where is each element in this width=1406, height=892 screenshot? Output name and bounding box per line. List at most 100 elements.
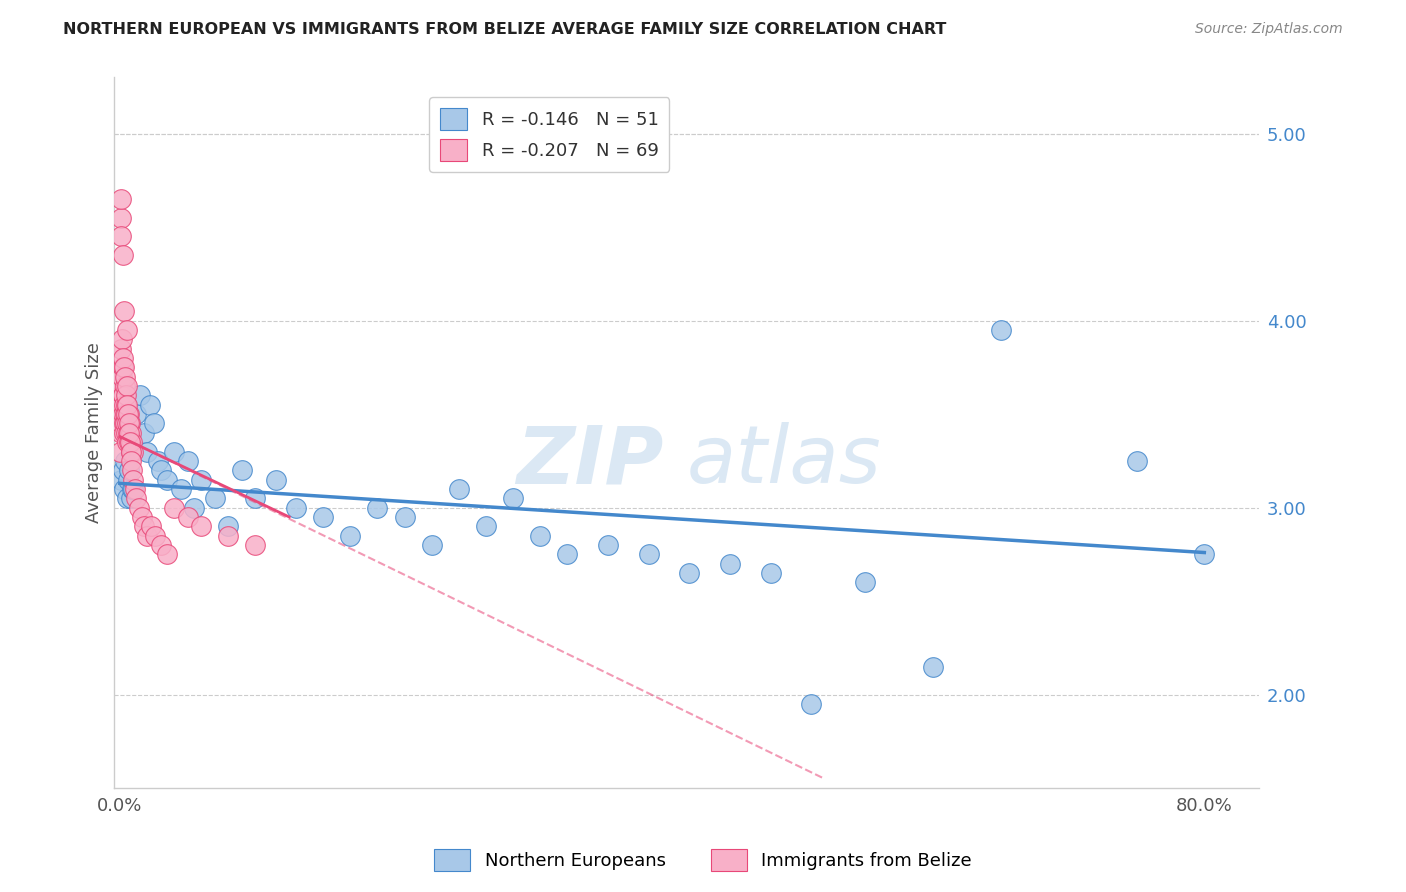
Point (121, 444, 143, 458)
Point (111, 369, 134, 384)
Point (118, 463, 141, 477)
Point (420, 538, 443, 552)
Point (110, 211, 132, 225)
Point (120, 444, 142, 458)
Point (190, 519, 212, 533)
Point (637, 548, 659, 562)
Point (115, 425, 138, 440)
Point (117, 398, 139, 412)
Point (117, 407, 139, 421)
Point (339, 529, 361, 543)
Y-axis label: Average Family Size: Average Family Size (86, 343, 103, 524)
Point (112, 417, 135, 431)
Point (125, 491, 148, 506)
Point (759, 566, 782, 581)
Point (136, 529, 159, 543)
Point (110, 444, 132, 458)
Point (156, 548, 179, 562)
Point (120, 491, 142, 506)
Point (112, 398, 135, 412)
Point (156, 473, 179, 487)
Point (112, 351, 135, 365)
Point (114, 369, 136, 384)
Point (128, 500, 150, 515)
Point (111, 379, 134, 393)
Point (136, 444, 159, 458)
Point (117, 425, 139, 440)
Point (129, 388, 152, 402)
Legend: Northern Europeans, Immigrants from Belize: Northern Europeans, Immigrants from Beli… (427, 842, 979, 879)
Text: atlas: atlas (686, 422, 882, 500)
Point (1194, 548, 1216, 562)
Text: ZIP: ZIP (516, 422, 664, 500)
Point (114, 379, 136, 393)
Point (121, 482, 143, 496)
Point (111, 463, 134, 477)
Point (114, 417, 136, 431)
Point (110, 342, 132, 356)
Point (114, 398, 136, 412)
Point (312, 510, 335, 524)
Point (110, 398, 132, 412)
Point (115, 388, 138, 402)
Point (678, 566, 700, 581)
Point (110, 407, 132, 421)
Point (163, 444, 186, 458)
Point (118, 435, 141, 450)
Point (143, 529, 166, 543)
Point (131, 510, 153, 524)
Point (176, 510, 198, 524)
Point (115, 435, 138, 450)
Point (718, 557, 741, 571)
Point (394, 510, 416, 524)
Point (990, 323, 1012, 337)
Point (110, 473, 132, 487)
Point (1125, 454, 1147, 468)
Point (800, 697, 823, 711)
Point (115, 379, 138, 393)
Point (112, 425, 135, 440)
Point (124, 482, 146, 496)
Point (122, 482, 145, 496)
Point (111, 332, 134, 346)
Point (139, 519, 162, 533)
Point (502, 491, 524, 506)
Point (110, 417, 132, 431)
Point (111, 248, 134, 262)
Point (111, 407, 134, 421)
Point (120, 444, 142, 458)
Point (114, 407, 136, 421)
Point (117, 417, 139, 431)
Point (146, 454, 169, 468)
Point (112, 360, 135, 375)
Point (114, 454, 136, 468)
Point (231, 463, 253, 477)
Point (204, 491, 226, 506)
Point (112, 388, 135, 402)
Point (366, 500, 388, 515)
Point (117, 407, 139, 421)
Point (111, 388, 134, 402)
Point (111, 360, 134, 375)
Point (115, 491, 138, 506)
Point (125, 407, 148, 421)
Point (110, 229, 132, 244)
Point (596, 538, 619, 552)
Point (115, 407, 138, 421)
Point (217, 519, 239, 533)
Point (475, 519, 498, 533)
Point (118, 417, 141, 431)
Point (138, 398, 160, 412)
Legend: R = -0.146   N = 51, R = -0.207   N = 69: R = -0.146 N = 51, R = -0.207 N = 69 (429, 97, 669, 172)
Point (149, 538, 172, 552)
Point (121, 435, 143, 450)
Point (110, 425, 132, 440)
Point (855, 575, 877, 590)
Point (120, 425, 142, 440)
Point (111, 398, 134, 412)
Point (115, 323, 138, 337)
Point (285, 500, 308, 515)
Point (149, 463, 172, 477)
Point (245, 491, 267, 506)
Point (183, 500, 205, 515)
